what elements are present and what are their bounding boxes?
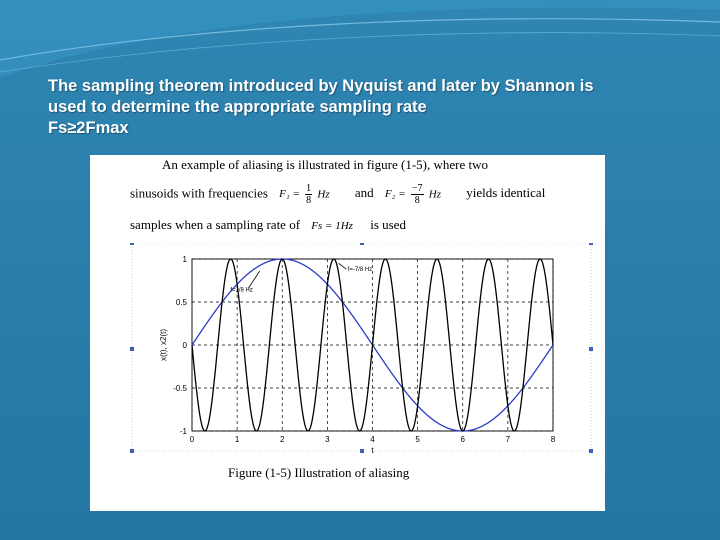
- f1-label: F₁ =: [279, 188, 300, 201]
- x-tick-label: 5: [415, 435, 420, 444]
- heading-line-2: used to determine the appropriate sampli…: [48, 98, 427, 116]
- f1-fraction: 1 8: [305, 183, 313, 206]
- f2-unit: Hz: [428, 188, 441, 201]
- embedded-document-image: An example of aliasing is illustrated in…: [90, 155, 605, 511]
- f2-denominator: 8: [414, 195, 420, 206]
- x-tick-label: 7: [506, 435, 511, 444]
- and-text: and: [354, 185, 374, 201]
- aliasing-plot: 0 1 2 3 4 5 6 7 8 1 0.5 0 -0.5 -1 t x(t), x2(t) f=1/8 Hz…: [130, 241, 595, 455]
- f2-fraction: −7 8: [410, 183, 424, 206]
- frame-handle: [360, 449, 364, 453]
- doc-line-3: samples when a sampling rate of Fs = 1Hz…: [130, 217, 406, 233]
- x-tick-label: 1: [235, 435, 240, 444]
- y-tick-label: 0: [183, 341, 188, 350]
- x-tick-label: 8: [551, 435, 556, 444]
- f2-label: F₂ =: [384, 188, 406, 201]
- f1-denominator: 8: [306, 195, 312, 206]
- frame-handle: [589, 347, 593, 351]
- plot-frame: [131, 242, 592, 452]
- doc-line-2-b: yields identical: [466, 185, 546, 201]
- y-tick-label: 0.5: [176, 298, 188, 307]
- annotation-label: f=1/8 Hz: [230, 288, 253, 294]
- doc-line-3-b: is used: [370, 217, 406, 232]
- x-tick-label: 6: [461, 435, 466, 444]
- y-tick-label: 1: [183, 255, 188, 264]
- annotation-label: f=-7/8 Hz: [348, 267, 373, 273]
- doc-line-1: An example of aliasing is illustrated in…: [162, 157, 488, 172]
- slide-heading: The sampling theorem introduced by Nyqui…: [48, 76, 688, 139]
- fs-expression: Fs = 1Hz: [311, 220, 353, 232]
- annotation-arrow: [338, 262, 347, 270]
- doc-line-3-a: samples when a sampling rate of: [130, 217, 301, 232]
- frame-handle: [360, 241, 364, 245]
- doc-line-2-a: sinusoids with frequencies: [130, 185, 268, 201]
- aliasing-plot-svg: 0 1 2 3 4 5 6 7 8 1 0.5 0 -0.5 -1 t x(t), x2(t) f=1/8 Hz…: [130, 241, 593, 455]
- annotation-arrow: [248, 270, 261, 289]
- f2-numerator: −7: [410, 183, 424, 195]
- x-tick-label: 3: [325, 435, 330, 444]
- y-tick-label: -1: [180, 427, 188, 436]
- f1-unit: Hz: [317, 188, 330, 201]
- x-tick-label: 0: [190, 435, 195, 444]
- figure-caption: Figure (1-5) Illustration of aliasing: [228, 465, 410, 480]
- background-swoosh: [0, 0, 720, 78]
- heading-line-1: The sampling theorem introduced by Nyqui…: [48, 77, 594, 95]
- doc-line-2: sinusoids with frequencies F₁ = 1 8 Hz a…: [130, 183, 545, 206]
- x-tick-label: 4: [370, 435, 375, 444]
- y-tick-label: -0.5: [173, 384, 187, 393]
- series-line-1: [191, 258, 554, 432]
- x-axis-label: t: [371, 446, 374, 455]
- x-tick-label: 2: [280, 435, 285, 444]
- f1-numerator: 1: [305, 183, 313, 195]
- heading-line-3: Fs≥2Fmax: [48, 119, 129, 137]
- y-axis-label: x(t), x2(t): [159, 329, 168, 361]
